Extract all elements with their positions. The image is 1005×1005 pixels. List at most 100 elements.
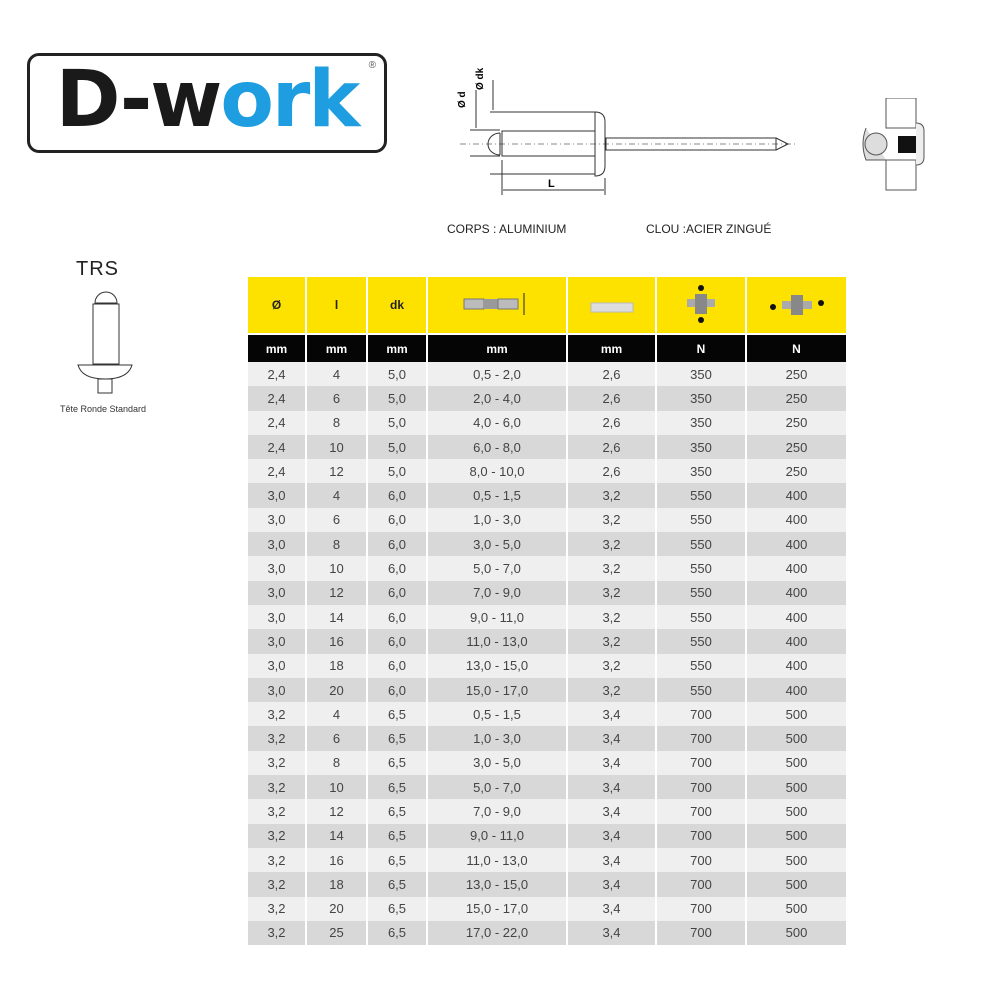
cell-grip-range: 3,0 - 5,0 bbox=[427, 750, 568, 776]
cell-grip-range: 1,0 - 3,0 bbox=[427, 507, 568, 533]
cell-grip-range: 9,0 - 11,0 bbox=[427, 823, 568, 848]
cell-drill-hole: 3,2 bbox=[567, 580, 657, 605]
cell-shear-strength: 550 bbox=[656, 604, 747, 630]
cell-head-diameter: 5,0 bbox=[367, 434, 428, 460]
cell-diameter: 3,2 bbox=[248, 726, 307, 751]
mandrel-material: CLOU :ACIER ZINGUÉ bbox=[646, 222, 772, 236]
rivet-spec-table: Ø l dk mm mm mm mm bbox=[248, 277, 848, 946]
cell-head-diameter: 6,0 bbox=[367, 677, 428, 703]
cell-drill-hole: 3,4 bbox=[567, 702, 657, 727]
cell-drill-hole: 3,2 bbox=[567, 653, 657, 678]
units-row: mm mm mm mm mm N N bbox=[248, 334, 848, 362]
table-row: 3,2 20 6,5 15,0 - 17,0 3,4 700 500 bbox=[248, 896, 848, 921]
shear-strength-icon bbox=[656, 277, 747, 335]
cell-head-diameter: 6,0 bbox=[367, 483, 428, 508]
cell-shear-strength: 550 bbox=[656, 532, 747, 557]
cell-head-diameter: 6,5 bbox=[367, 799, 428, 824]
cell-tensile-strength: 400 bbox=[746, 483, 848, 508]
cell-drill-hole: 3,2 bbox=[567, 604, 657, 630]
cell-head-diameter: 6,5 bbox=[367, 896, 428, 921]
cell-grip-range: 8,0 - 10,0 bbox=[427, 459, 568, 484]
cell-diameter: 2,4 bbox=[248, 459, 307, 484]
cell-head-diameter: 6,0 bbox=[367, 653, 428, 678]
cell-drill-hole: 3,4 bbox=[567, 872, 657, 897]
cell-head-diameter: 6,0 bbox=[367, 580, 428, 605]
cell-diameter: 3,2 bbox=[248, 847, 307, 873]
cell-tensile-strength: 500 bbox=[746, 896, 848, 921]
cell-head-diameter: 6,5 bbox=[367, 726, 428, 751]
cell-drill-hole: 2,6 bbox=[567, 434, 657, 460]
cell-diameter: 3,2 bbox=[248, 920, 307, 946]
cell-tensile-strength: 250 bbox=[746, 434, 848, 460]
cell-drill-hole: 3,2 bbox=[567, 532, 657, 557]
cell-tensile-strength: 400 bbox=[746, 653, 848, 678]
unit-cell: N bbox=[656, 334, 747, 362]
cell-length: 12 bbox=[306, 580, 368, 605]
cell-grip-range: 9,0 - 11,0 bbox=[427, 604, 568, 630]
cell-drill-hole: 3,4 bbox=[567, 775, 657, 800]
table-row: 3,2 14 6,5 9,0 - 11,0 3,4 700 500 bbox=[248, 823, 848, 848]
cell-head-diameter: 6,5 bbox=[367, 750, 428, 776]
table-row: 3,0 12 6,0 7,0 - 9,0 3,2 550 400 bbox=[248, 580, 848, 605]
cell-diameter: 3,0 bbox=[248, 629, 307, 654]
cell-tensile-strength: 500 bbox=[746, 750, 848, 776]
table-row: 3,2 10 6,5 5,0 - 7,0 3,4 700 500 bbox=[248, 775, 848, 800]
cell-grip-range: 1,0 - 3,0 bbox=[427, 726, 568, 751]
cell-tensile-strength: 250 bbox=[746, 386, 848, 411]
cell-diameter: 2,4 bbox=[248, 362, 307, 387]
cell-grip-range: 7,0 - 9,0 bbox=[427, 799, 568, 824]
cell-length: 18 bbox=[306, 872, 368, 897]
table-row: 3,0 20 6,0 15,0 - 17,0 3,2 550 400 bbox=[248, 677, 848, 703]
cell-length: 16 bbox=[306, 629, 368, 654]
round-head-rivet-icon bbox=[77, 291, 133, 394]
cell-shear-strength: 350 bbox=[656, 434, 747, 460]
table-row: 3,2 8 6,5 3,0 - 5,0 3,4 700 500 bbox=[248, 750, 848, 776]
cell-tensile-strength: 400 bbox=[746, 604, 848, 630]
cell-length: 12 bbox=[306, 459, 368, 484]
cell-shear-strength: 700 bbox=[656, 750, 747, 776]
cell-head-diameter: 6,0 bbox=[367, 556, 428, 581]
cell-shear-strength: 550 bbox=[656, 556, 747, 581]
registered-mark: ® bbox=[368, 60, 376, 71]
cell-length: 6 bbox=[306, 386, 368, 411]
cell-drill-hole: 3,4 bbox=[567, 896, 657, 921]
cell-diameter: 3,2 bbox=[248, 702, 307, 727]
cell-tensile-strength: 250 bbox=[746, 362, 848, 387]
cell-drill-hole: 3,4 bbox=[567, 920, 657, 946]
cell-grip-range: 4,0 - 6,0 bbox=[427, 410, 568, 435]
cell-drill-hole: 3,2 bbox=[567, 483, 657, 508]
cell-length: 16 bbox=[306, 847, 368, 873]
cell-length: 14 bbox=[306, 823, 368, 848]
cell-length: 20 bbox=[306, 677, 368, 703]
cell-diameter: 3,0 bbox=[248, 653, 307, 678]
cell-grip-range: 7,0 - 9,0 bbox=[427, 580, 568, 605]
cell-tensile-strength: 500 bbox=[746, 920, 848, 946]
cell-tensile-strength: 250 bbox=[746, 410, 848, 435]
cell-tensile-strength: 500 bbox=[746, 702, 848, 727]
table-row: 3,2 16 6,5 11,0 - 13,0 3,4 700 500 bbox=[248, 847, 848, 873]
header-length: l bbox=[306, 277, 368, 335]
cell-shear-strength: 700 bbox=[656, 775, 747, 800]
table-row: 3,0 10 6,0 5,0 - 7,0 3,2 550 400 bbox=[248, 556, 848, 581]
cell-length: 8 bbox=[306, 532, 368, 557]
body-material: CORPS : ALUMINIUM bbox=[447, 222, 567, 236]
cell-grip-range: 0,5 - 2,0 bbox=[427, 362, 568, 387]
cell-drill-hole: 3,4 bbox=[567, 799, 657, 824]
cell-length: 6 bbox=[306, 507, 368, 533]
cell-head-diameter: 6,5 bbox=[367, 872, 428, 897]
grip-range-icon bbox=[427, 277, 568, 335]
cell-drill-hole: 2,6 bbox=[567, 410, 657, 435]
cell-tensile-strength: 500 bbox=[746, 872, 848, 897]
cell-shear-strength: 700 bbox=[656, 702, 747, 727]
cell-grip-range: 11,0 - 13,0 bbox=[427, 629, 568, 654]
cell-drill-hole: 2,6 bbox=[567, 459, 657, 484]
logo-text-dark: D-w bbox=[55, 55, 223, 145]
cell-length: 25 bbox=[306, 920, 368, 946]
cell-tensile-strength: 400 bbox=[746, 556, 848, 581]
cell-length: 14 bbox=[306, 604, 368, 630]
cell-head-diameter: 6,5 bbox=[367, 775, 428, 800]
cell-tensile-strength: 400 bbox=[746, 677, 848, 703]
cell-shear-strength: 350 bbox=[656, 362, 747, 387]
cell-drill-hole: 3,4 bbox=[567, 847, 657, 873]
table-row: 3,2 12 6,5 7,0 - 9,0 3,4 700 500 bbox=[248, 799, 848, 824]
